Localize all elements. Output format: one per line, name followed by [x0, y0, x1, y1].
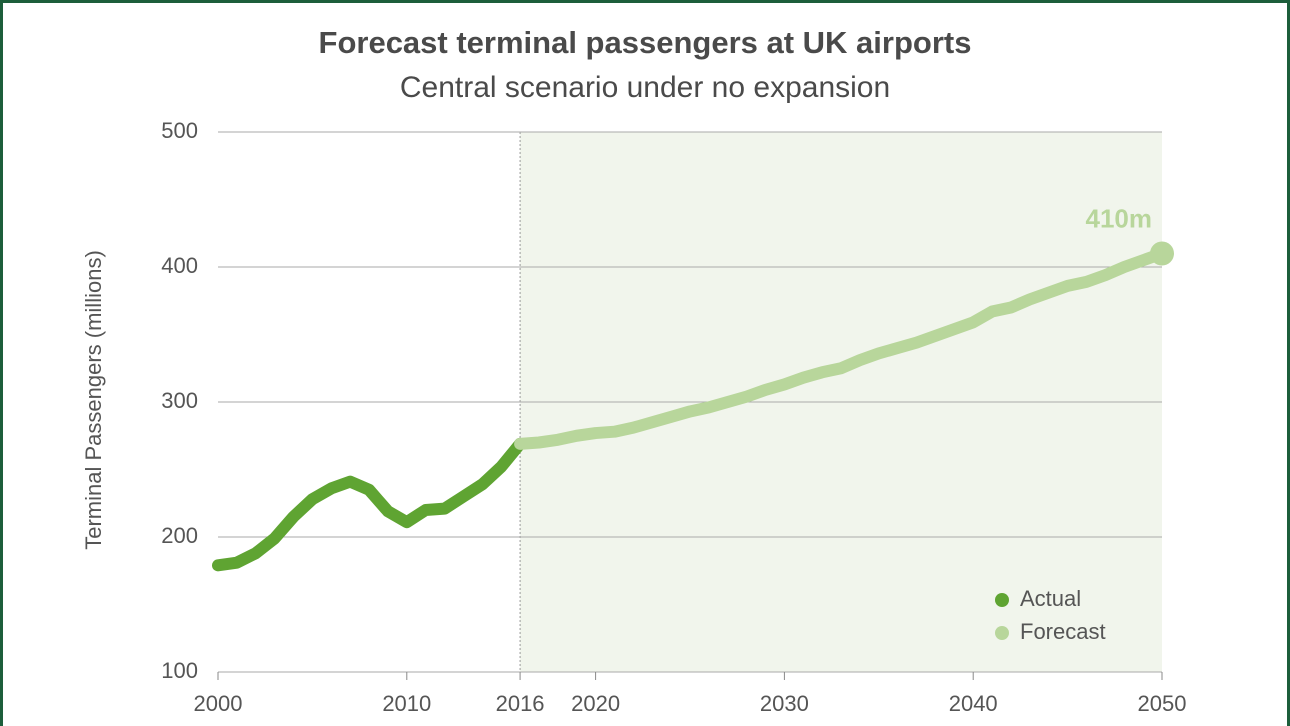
y-axis-label: Terminal Passengers (millions)	[81, 250, 106, 550]
chart-title: Forecast terminal passengers at UK airpo…	[319, 25, 972, 60]
x-tick-label: 2020	[571, 691, 620, 716]
y-tick-label: 200	[161, 523, 198, 548]
y-tick-label: 500	[161, 118, 198, 143]
value-label: 410m	[1086, 203, 1153, 233]
x-tick-label: 2010	[382, 691, 431, 716]
x-tick-label: 2000	[194, 691, 243, 716]
legend-label: Forecast	[1020, 619, 1106, 644]
chart-subtitle: Central scenario under no expansion	[400, 71, 890, 104]
series-line	[514, 247, 1168, 450]
x-tick-label: 2050	[1138, 691, 1187, 716]
legend-label: Actual	[1020, 586, 1081, 611]
y-tick-label: 300	[161, 388, 198, 413]
legend-marker	[995, 593, 1009, 607]
y-tick-label: 400	[161, 253, 198, 278]
legend-marker	[995, 626, 1009, 640]
x-tick-label: 2030	[760, 691, 809, 716]
y-tick-label: 100	[161, 658, 198, 683]
x-tick-label: 2016	[496, 691, 545, 716]
x-tick-label: 2040	[949, 691, 998, 716]
series-line	[212, 437, 527, 572]
end-point	[1150, 241, 1174, 266]
